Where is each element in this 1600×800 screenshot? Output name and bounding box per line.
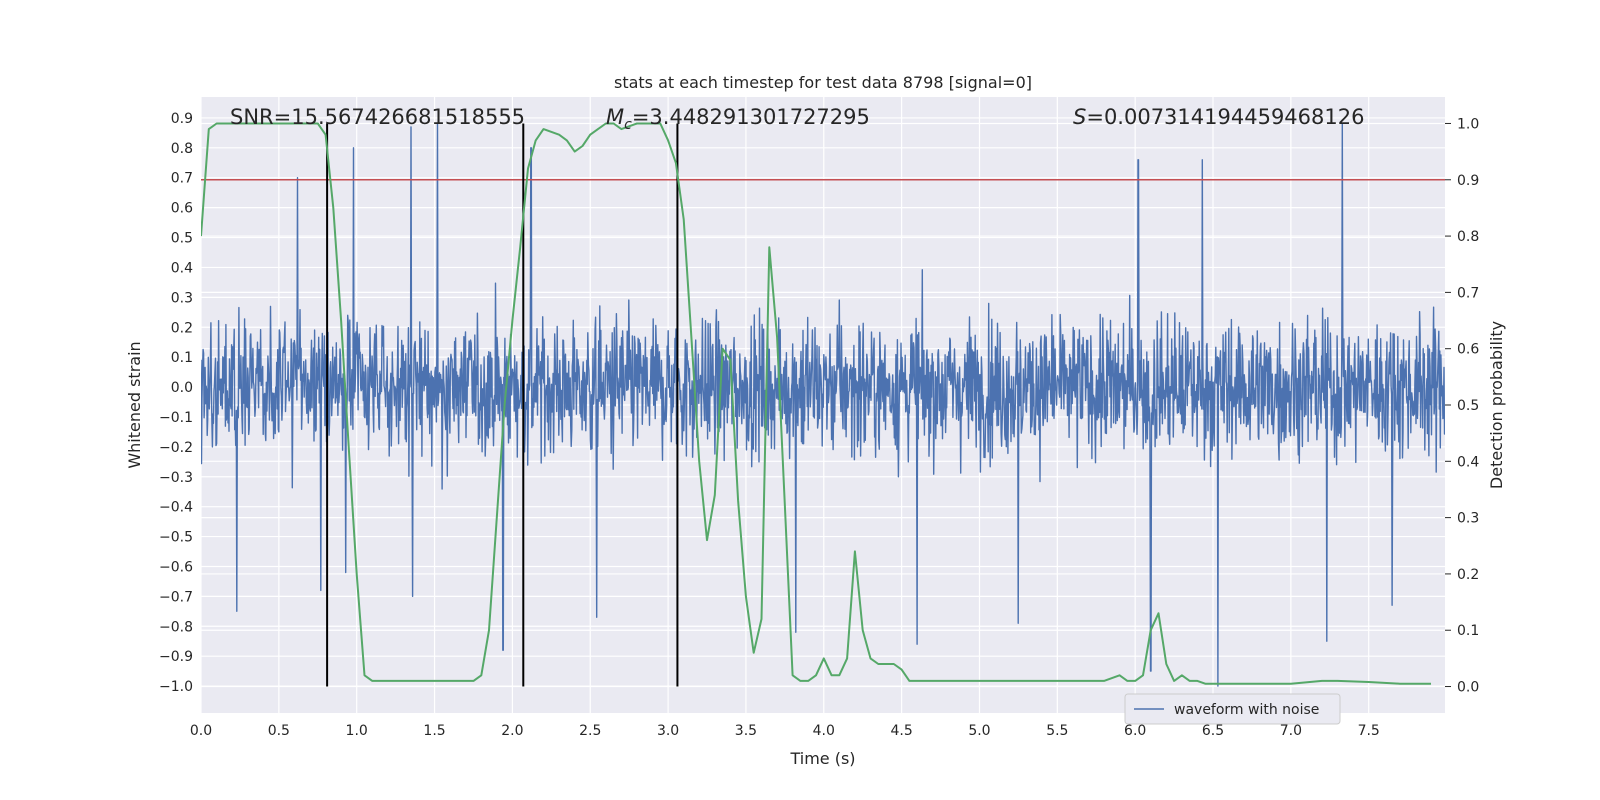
y-tick-label: 0.4 xyxy=(171,260,193,276)
x-tick-label: 2.0 xyxy=(501,723,523,739)
y-tick-label: −0.4 xyxy=(159,500,193,516)
y2-tick-label: 0.0 xyxy=(1457,680,1479,696)
x-tick-label: 5.0 xyxy=(968,723,990,739)
x-tick-label: 6.0 xyxy=(1124,723,1146,739)
y-tick-label: 0.7 xyxy=(171,171,193,187)
y-tick-label: −0.6 xyxy=(159,559,193,575)
x-tick-label: 4.5 xyxy=(890,723,912,739)
x-tick-label: 4.0 xyxy=(813,723,835,739)
x-tick-label: 3.5 xyxy=(735,723,757,739)
y2-tick-label: 0.2 xyxy=(1457,567,1479,583)
y-tick-label: −0.8 xyxy=(159,619,193,635)
mc-subscript: c xyxy=(624,117,632,133)
x-tick-label: 3.0 xyxy=(657,723,679,739)
y2-tick-label: 0.5 xyxy=(1457,398,1479,414)
mc-value: =3.448291301727295 xyxy=(632,105,870,129)
s-symbol: S xyxy=(1073,105,1086,129)
y-tick-label: 0.6 xyxy=(171,201,193,217)
x-tick-label: 5.5 xyxy=(1046,723,1068,739)
legend: waveform with noise xyxy=(1124,693,1341,725)
x-tick-label: 7.5 xyxy=(1358,723,1380,739)
chart-title: stats at each timestep for test data 879… xyxy=(614,73,1032,92)
x-axis-title: Time (s) xyxy=(789,749,855,768)
y2-tick-label: 0.3 xyxy=(1457,511,1479,527)
y2-tick-label: 0.1 xyxy=(1457,623,1479,639)
mc-annotation: Mc=3.448291301727295 xyxy=(606,105,870,133)
y-tick-label: −0.1 xyxy=(159,410,193,426)
ticks: 0.0 0.5 1.0 1.5 2.0 2.5 3.0 3.5 4.0 4.5 5.0 5.5 6.0 6… xyxy=(159,111,1479,739)
y-tick-label: −0.5 xyxy=(159,530,193,546)
x-tick-label: 0.0 xyxy=(190,723,212,739)
s-value: =0.007314194459468126 xyxy=(1086,105,1364,129)
x-tick-label: 6.5 xyxy=(1202,723,1224,739)
y-tick-label: −0.7 xyxy=(159,589,193,605)
y-tick-label: 0.0 xyxy=(171,380,193,396)
waveform-line xyxy=(201,123,1445,687)
x-tick-label: 2.5 xyxy=(579,723,601,739)
y2-tick-label: 1.0 xyxy=(1457,116,1479,132)
y-axis-title: Whitened strain xyxy=(125,341,144,468)
mc-symbol: M xyxy=(606,105,624,129)
grid xyxy=(200,97,1445,713)
y2-tick-label: 0.9 xyxy=(1457,173,1479,189)
y-tick-label: −0.2 xyxy=(159,440,193,456)
overlay-lines xyxy=(201,122,1445,687)
detection-probability-line xyxy=(201,122,1431,685)
y-tick-label: 0.2 xyxy=(171,320,193,336)
y-tick-label: 0.1 xyxy=(171,350,193,366)
y-tick-label: 0.9 xyxy=(171,111,193,127)
x-tick-label: 1.5 xyxy=(423,723,445,739)
x-tick-label: 1.0 xyxy=(346,723,368,739)
y-tick-label: −0.3 xyxy=(159,470,193,486)
y-tick-label: 0.3 xyxy=(171,290,193,306)
y2-tick-label: 0.8 xyxy=(1457,229,1479,245)
y2-axis-title: Detection probability xyxy=(1487,321,1506,489)
y2-tick-label: 0.7 xyxy=(1457,285,1479,301)
y2-tick-label: 0.4 xyxy=(1457,454,1479,470)
x-tick-label: 7.0 xyxy=(1280,723,1302,739)
y-tick-label: 0.8 xyxy=(171,141,193,157)
y-tick-label: 0.5 xyxy=(171,231,193,247)
x-tick-label: 0.5 xyxy=(268,723,290,739)
s-annotation: S=0.007314194459468126 xyxy=(1073,105,1364,129)
legend-box xyxy=(1124,693,1341,725)
y2-tick-label: 0.6 xyxy=(1457,342,1479,358)
legend-label: waveform with noise xyxy=(1174,702,1319,718)
y-tick-label: −0.9 xyxy=(159,649,193,665)
y-tick-label: −1.0 xyxy=(159,679,193,695)
waveform-series xyxy=(201,123,1445,687)
snr-annotation: SNR=15.567426681518555 xyxy=(230,105,525,129)
